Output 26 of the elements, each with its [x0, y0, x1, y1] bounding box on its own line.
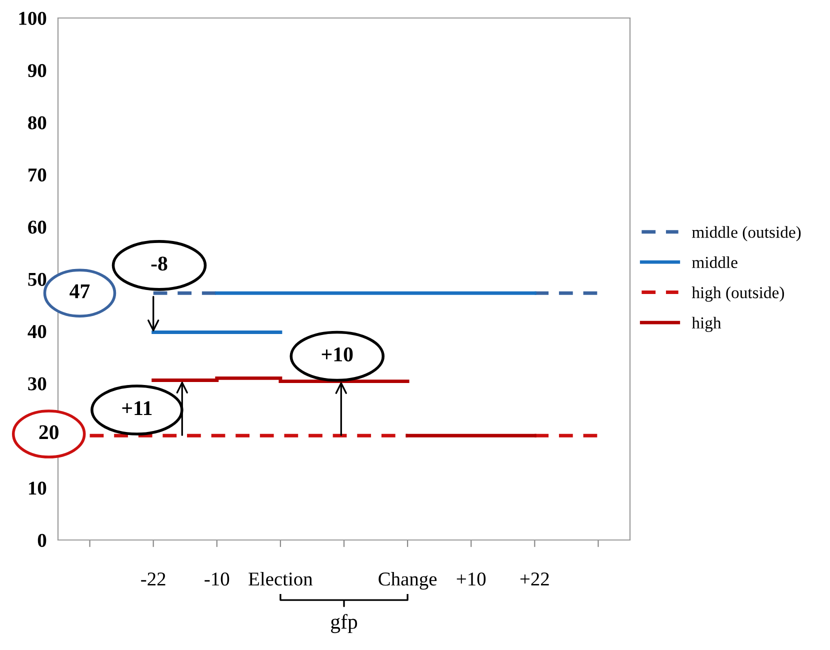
y-tick-label: 10 [29, 482, 46, 495]
x-tick-label: -10 [204, 572, 230, 586]
annotation: 47 [70, 284, 90, 298]
legend-label: high [692, 316, 722, 332]
legend-label: high (outside) [692, 286, 784, 302]
y-tick-label: 50 [28, 272, 46, 286]
y-tick-label: 70 [28, 168, 46, 182]
y-tick-label: 0 [38, 534, 46, 547]
annotation: +11 [122, 401, 152, 416]
y-tick-label: 90 [28, 64, 46, 78]
legend-label: middle [692, 256, 738, 268]
y-tick-label: 30 [28, 377, 46, 390]
legend-label: middle (outside) [692, 226, 801, 242]
annotation: +10 [322, 347, 353, 362]
x-tick-label: Change [378, 572, 437, 590]
x-tick-label: Election [248, 572, 313, 586]
y-tick-label: 100 [19, 12, 46, 25]
annotation: -8 [151, 256, 168, 271]
y-tick-label: 40 [28, 325, 46, 338]
x-tick-label: -22 [141, 572, 166, 586]
x-tick-label: +10 [456, 572, 486, 586]
annotation: 20 [39, 425, 58, 440]
y-tick-label: 80 [28, 116, 46, 130]
x-tick-label: +22 [520, 572, 549, 586]
text: gfp [331, 614, 358, 634]
y-tick-label: 60 [28, 220, 46, 234]
